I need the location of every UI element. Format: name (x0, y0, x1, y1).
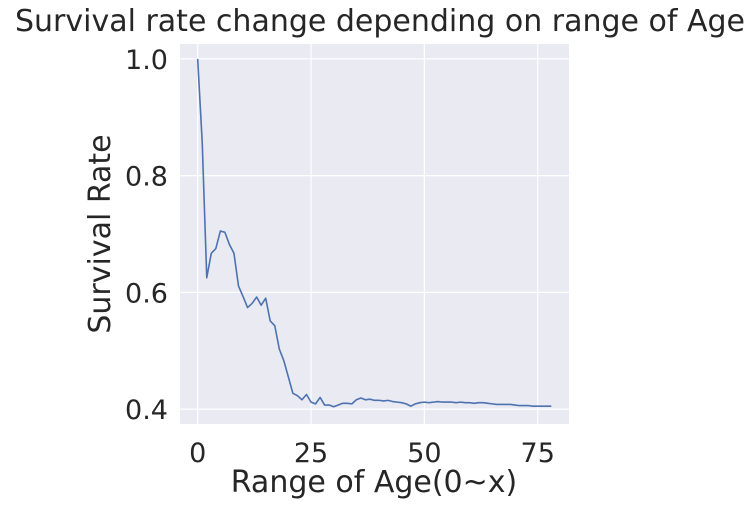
y-axis-label: Survival Rate (83, 134, 118, 333)
y-tick-label: 1.0 (125, 45, 168, 76)
survival-rate-series-line (196, 58, 552, 408)
x-tick-label: 75 (521, 438, 555, 469)
y-tick-label: 0.6 (125, 278, 168, 309)
chart-title: Survival rate change depending on range … (15, 4, 745, 39)
x-tick-label: 25 (294, 438, 328, 469)
y-tick-label: 0.8 (125, 162, 168, 193)
plot-area (180, 44, 569, 424)
y-tick-label: 0.4 (125, 395, 168, 426)
x-tick-label: 50 (407, 438, 441, 469)
x-tick-label: 0 (189, 438, 206, 469)
x-axis-label: Range of Age(0~x) (231, 465, 517, 500)
